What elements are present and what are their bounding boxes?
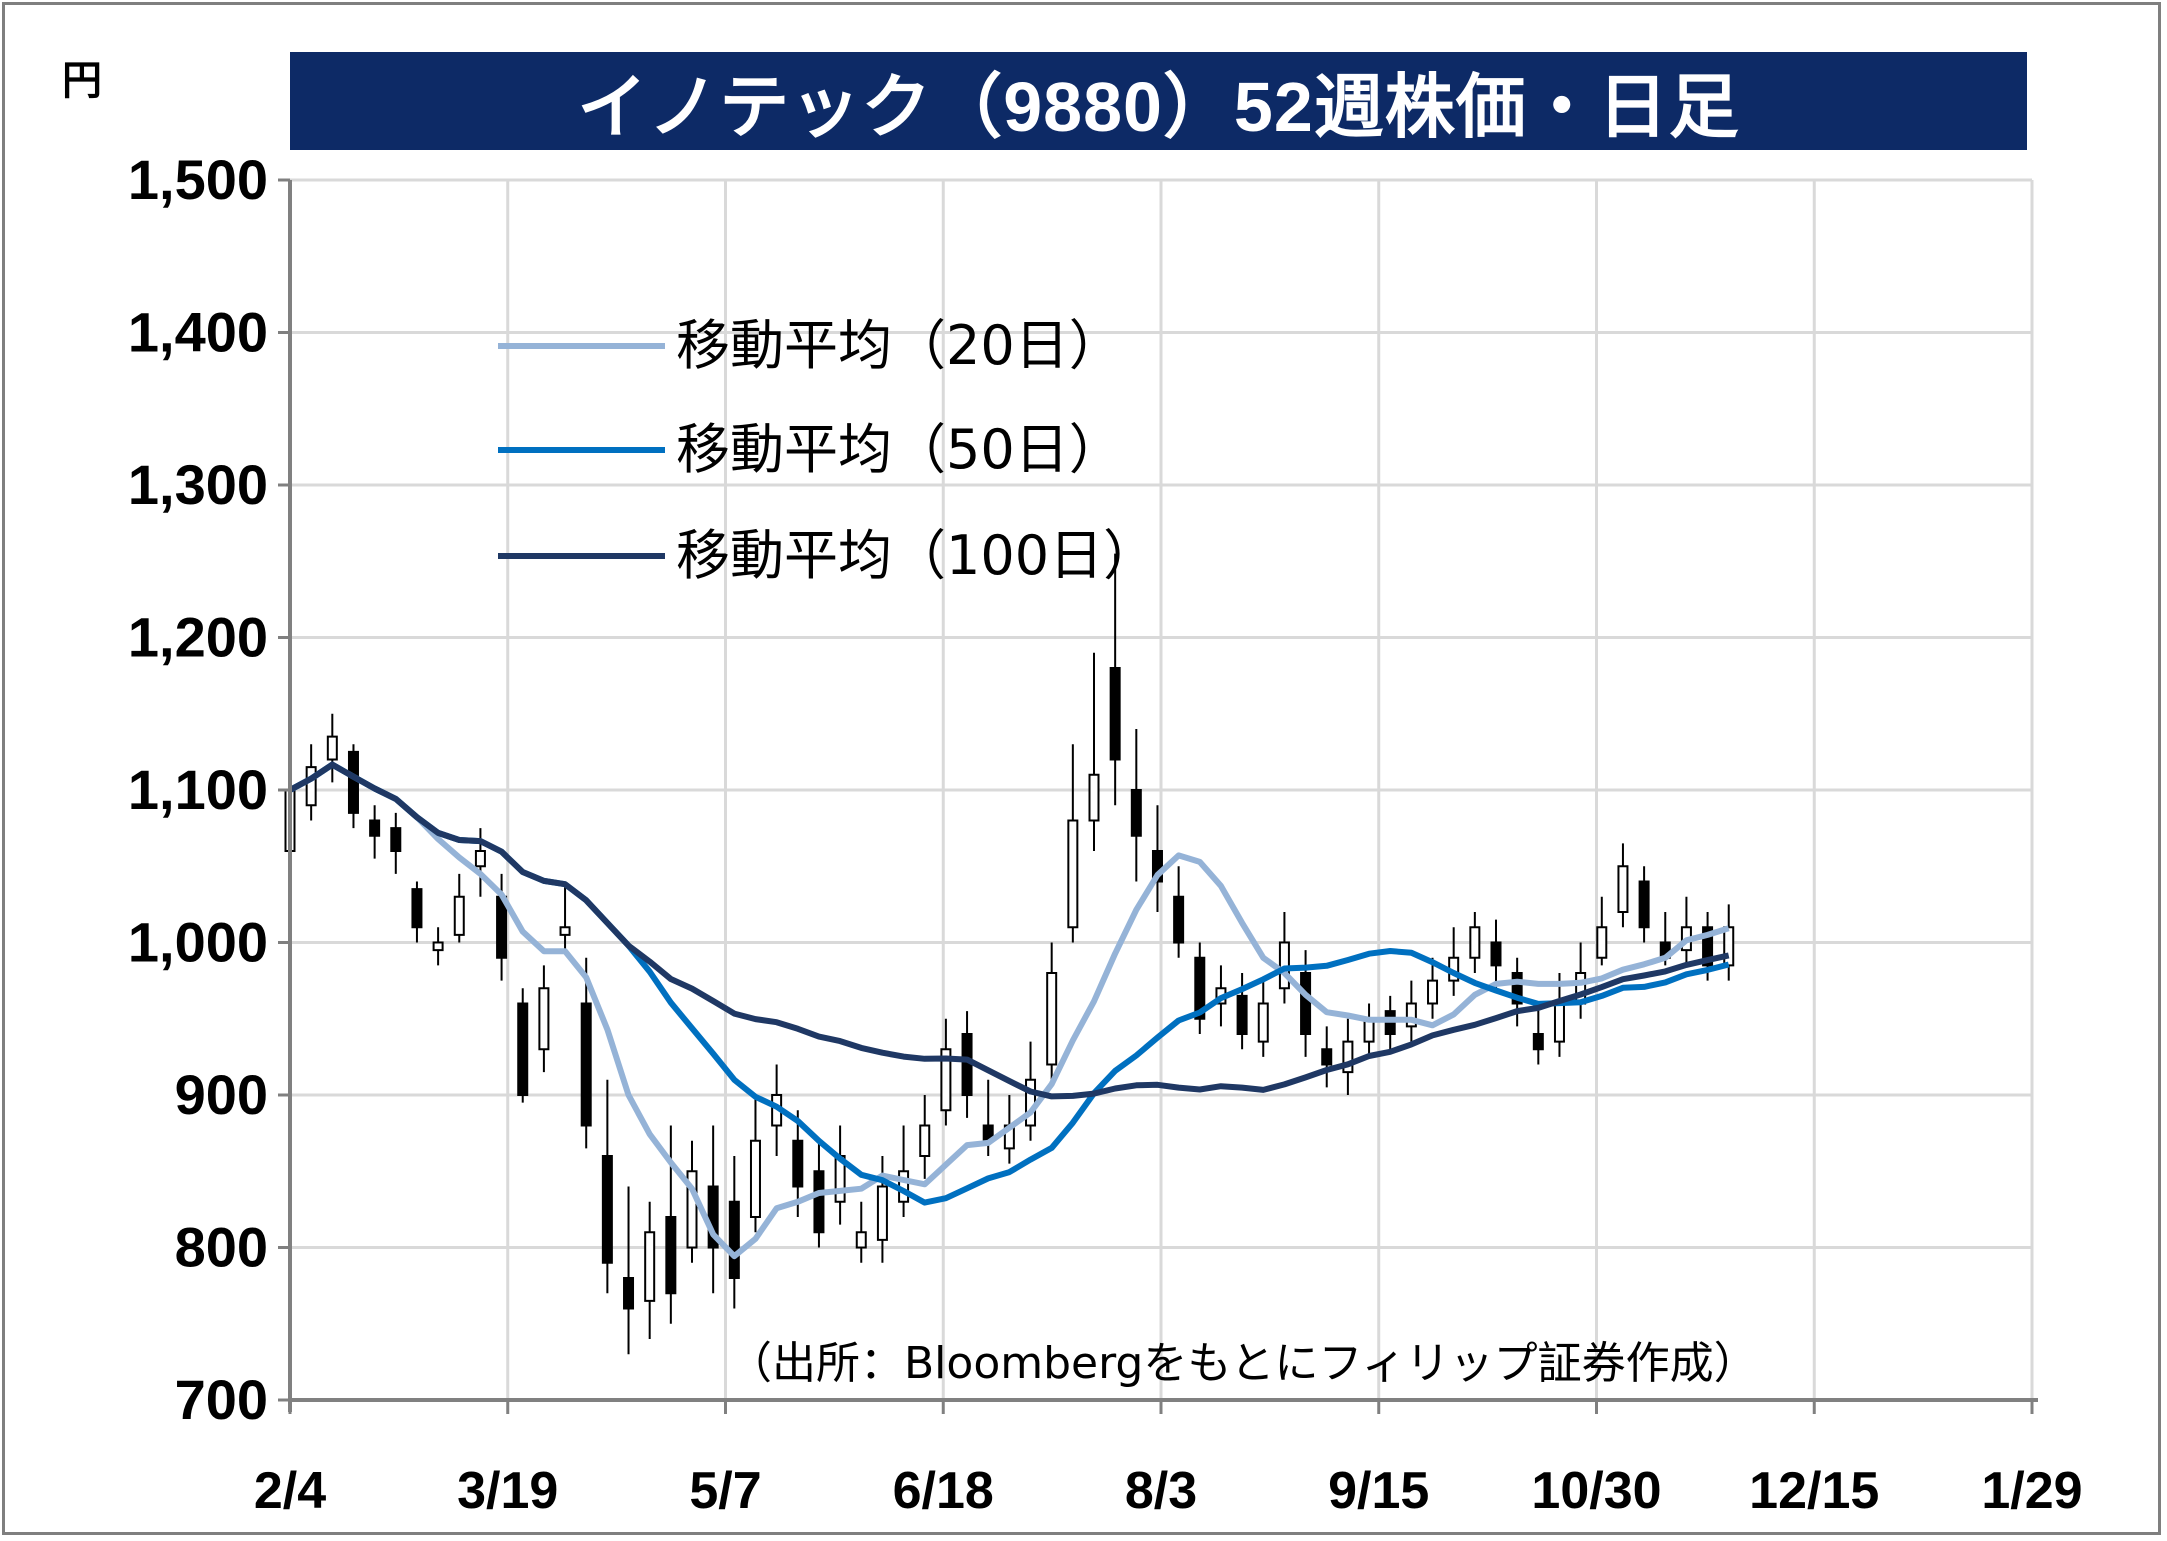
candle-body [1617, 865, 1629, 913]
x-tick-label: 5/7 [689, 1462, 761, 1520]
candle-body [665, 1216, 677, 1295]
legend-label-ma20: 移動平均（20日） [676, 314, 1123, 377]
candle-body [813, 1170, 825, 1234]
moving-average-lines [288, 761, 1730, 1260]
x-tick-label: 3/19 [457, 1462, 558, 1520]
candle-body [369, 819, 381, 837]
legend: 移動平均（20日） 移動平均（50日） 移動平均（100日） [498, 314, 1157, 587]
candle-body [559, 926, 571, 936]
candle-body [474, 850, 486, 868]
y-tick-label: 1,500 [128, 148, 268, 211]
source-note: （出所：Bloombergをもとにフィリップ証券作成） [728, 1338, 1758, 1389]
candle-body [1300, 972, 1312, 1035]
candle-body [919, 1124, 931, 1157]
candlesticks [284, 553, 1735, 1355]
candle-body [517, 1002, 529, 1096]
candle-body [1173, 895, 1185, 944]
candle-body [707, 1185, 719, 1249]
x-tick-labels: 2/4 3/19 5/7 6/18 8/3 9/15 10/30 12/15 1/29 [254, 1462, 2083, 1520]
candle-body [1342, 1040, 1354, 1074]
candle-body [686, 1170, 698, 1249]
candle-body [1596, 926, 1608, 959]
candle-body [1088, 773, 1100, 822]
x-tick-label: 12/15 [1749, 1462, 1879, 1520]
y-tick-label: 1,400 [128, 301, 268, 364]
candle-body [792, 1139, 804, 1188]
candle-body [1025, 1078, 1037, 1127]
x-tick-label: 8/3 [1125, 1462, 1197, 1520]
legend-label-ma50: 移動平均（50日） [676, 418, 1123, 481]
candle-body [1236, 994, 1248, 1035]
candle-body [1130, 789, 1142, 837]
candle-body [1151, 850, 1163, 883]
candle-body [1109, 667, 1121, 761]
y-tick-label: 700 [175, 1368, 268, 1431]
candle-body [1405, 1002, 1417, 1028]
candle-body [623, 1277, 635, 1310]
candle-body [1046, 972, 1058, 1066]
candle-body [1067, 819, 1079, 929]
candle-body [538, 987, 550, 1051]
legend-label-ma100: 移動平均（100日） [676, 524, 1157, 587]
y-tick-label: 1,000 [128, 911, 268, 974]
x-tick-label: 9/15 [1328, 1462, 1429, 1520]
ma100-line [288, 761, 1730, 1100]
candle-body [580, 1002, 592, 1127]
candle-body [411, 888, 423, 929]
candle-body [1194, 956, 1206, 1020]
candle-body [1257, 1002, 1269, 1043]
y-tick-label: 1,100 [128, 758, 268, 821]
y-tick-label: 800 [175, 1216, 268, 1279]
y-tick-label: 1,200 [128, 606, 268, 669]
candle-body [876, 1185, 888, 1241]
candle-body [432, 941, 444, 952]
candle-body [1638, 880, 1650, 929]
candle-body [601, 1155, 613, 1264]
grid-lines [290, 178, 2034, 1400]
candle-body [1490, 941, 1502, 967]
candle-body [1511, 972, 1523, 1005]
candle-body [305, 766, 317, 807]
x-tick-label: 1/29 [1981, 1462, 2082, 1520]
candle-body [390, 827, 402, 852]
y-tick-label: 1,300 [128, 453, 268, 516]
y-tick-label: 900 [175, 1063, 268, 1126]
candle-body [1427, 979, 1439, 1005]
candle-body [1321, 1048, 1333, 1066]
candle-body [347, 750, 359, 814]
candle-body [1702, 926, 1714, 967]
candle-body [644, 1231, 656, 1302]
candle-body [453, 895, 465, 936]
axes [278, 178, 2038, 1414]
y-unit-label: 円 [62, 59, 102, 103]
candle-body [855, 1231, 867, 1249]
x-tick-label: 6/18 [893, 1462, 994, 1520]
candle-body [728, 1200, 740, 1279]
candle-body [326, 735, 338, 761]
candle-body [1469, 926, 1481, 959]
chart-title: イノテック（9880）52週株価・日足 [290, 52, 2027, 150]
candle-body [1532, 1033, 1544, 1051]
x-tick-label: 2/4 [254, 1462, 326, 1520]
candle-body [1553, 1002, 1565, 1043]
x-tick-label: 10/30 [1531, 1462, 1661, 1520]
y-tick-labels: 700 800 900 1,000 1,100 1,200 1,300 1,400 1,500 [128, 148, 268, 1431]
candle-body [940, 1048, 952, 1112]
candle-body [749, 1139, 761, 1218]
candle-body [1723, 926, 1735, 967]
